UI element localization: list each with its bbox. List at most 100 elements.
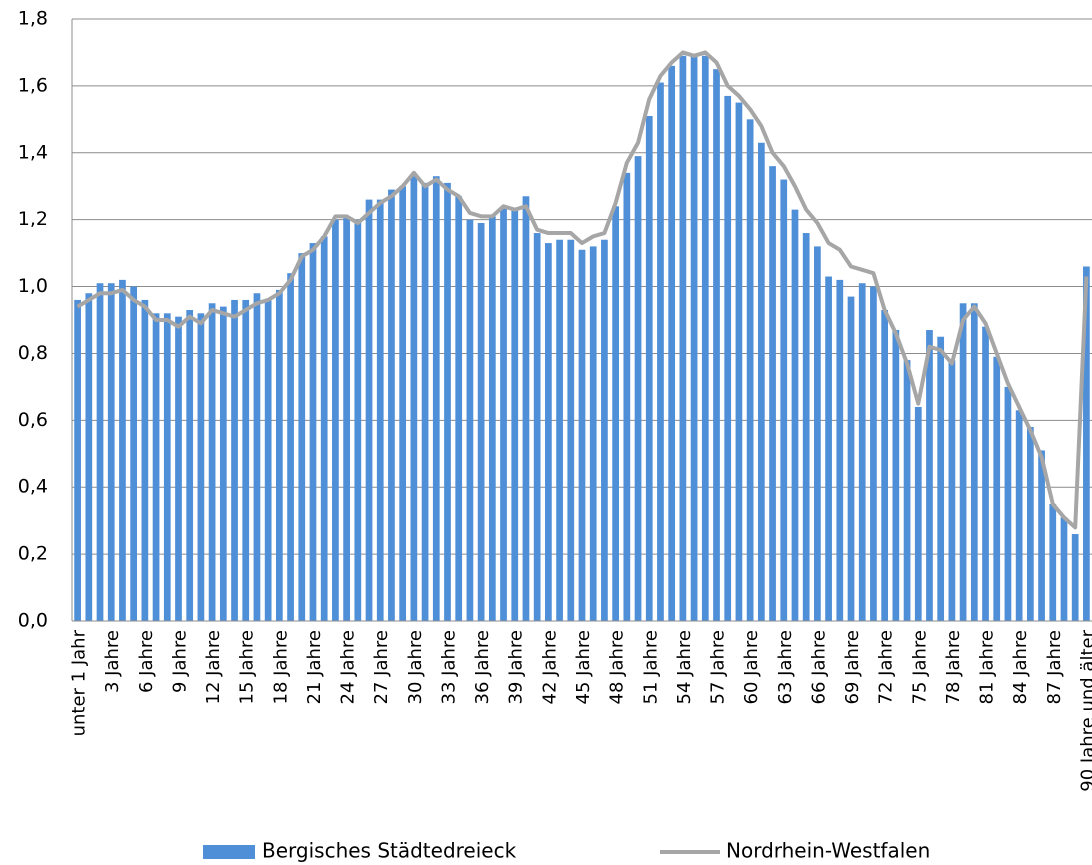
- x-tick-label: 57 Jahre: [708, 630, 729, 704]
- bar: [309, 243, 317, 622]
- bar: [186, 309, 194, 621]
- bar: [791, 209, 799, 621]
- x-tick-label: 30 Jahre: [405, 630, 426, 704]
- bar: [847, 296, 855, 621]
- bar: [298, 253, 306, 621]
- bar: [1026, 427, 1034, 621]
- x-tick-label: 39 Jahre: [506, 630, 527, 704]
- bar: [780, 179, 788, 622]
- bar: [85, 293, 93, 621]
- y-tick-label: 1,4: [18, 141, 48, 163]
- bar: [197, 313, 205, 621]
- bar: [870, 286, 877, 621]
- bar: [601, 239, 608, 621]
- line: [76, 50, 1089, 530]
- x-tick-label: 27 Jahre: [371, 630, 392, 704]
- bar: [96, 283, 104, 621]
- bar: [1049, 503, 1057, 621]
- bar: [477, 223, 485, 621]
- x-tick-label: 33 Jahre: [438, 630, 459, 704]
- bar: [948, 360, 956, 621]
- bar: [836, 279, 844, 621]
- bar: [455, 196, 463, 621]
- bar: [545, 243, 552, 622]
- y-tick-label: 1,0: [18, 275, 48, 297]
- bar: [858, 283, 866, 621]
- bar: [713, 69, 720, 621]
- bar: [488, 216, 496, 622]
- x-tick-label: unter 1 Jahr: [69, 629, 90, 736]
- bar: [1004, 386, 1012, 621]
- x-tick-label: 51 Jahre: [640, 630, 661, 704]
- x-tick-label: 90 Jahre und älter: [1077, 629, 1092, 791]
- x-tick-label: 36 Jahre: [472, 630, 493, 704]
- bar: [679, 55, 687, 622]
- bar: [668, 65, 676, 622]
- bar: [253, 293, 261, 621]
- bar: [320, 236, 328, 621]
- bar: [74, 299, 81, 621]
- legend-label: Nordrhein-Westfalen: [726, 839, 930, 863]
- x-tick-label: 75 Jahre: [909, 630, 930, 704]
- bar: [1083, 266, 1090, 621]
- bar: [219, 306, 227, 621]
- bar: [690, 55, 698, 622]
- bar: [175, 316, 182, 621]
- bar: [881, 309, 888, 621]
- bar: [141, 299, 149, 621]
- bar: [825, 276, 832, 621]
- y-tick-label: 0,8: [18, 342, 48, 364]
- bar: [589, 246, 597, 621]
- legend-label: Bergisches Städtedreieck: [262, 839, 517, 863]
- y-tick-label: 0,4: [18, 476, 48, 498]
- x-tick-label: 66 Jahre: [808, 630, 829, 704]
- bar: [623, 172, 631, 621]
- x-tick-label: 42 Jahre: [539, 630, 560, 704]
- bar: [556, 239, 563, 621]
- y-tick-label: 0,6: [18, 409, 48, 431]
- bar: [926, 330, 933, 621]
- bar: [746, 119, 754, 621]
- bar: [578, 249, 586, 621]
- bar: [533, 233, 541, 622]
- bar: [1038, 450, 1045, 621]
- x-tick-label: 18 Jahre: [270, 630, 291, 704]
- y-tick-label: 1,6: [18, 74, 48, 96]
- bar: [130, 286, 138, 621]
- bar: [567, 239, 575, 621]
- bar: [343, 216, 350, 622]
- bar: [612, 206, 619, 622]
- bar: [500, 206, 507, 622]
- bar: [724, 95, 732, 621]
- bar: [208, 303, 216, 621]
- bar: [701, 55, 709, 622]
- x-tick-label: 6 Jahre: [136, 630, 157, 693]
- bar: [511, 209, 519, 621]
- bar: [399, 186, 407, 621]
- bar: [421, 182, 429, 621]
- bar: [444, 182, 451, 621]
- x-tick-label: 72 Jahre: [876, 630, 897, 704]
- x-tick-label: 54 Jahre: [674, 630, 695, 704]
- bar: [119, 279, 126, 621]
- bar: [152, 313, 160, 621]
- bar: [432, 176, 440, 621]
- bar: [264, 299, 272, 621]
- bar: [735, 102, 743, 622]
- bar: [1060, 517, 1068, 621]
- y-tick-label: 0,0: [18, 610, 48, 632]
- bar: [365, 199, 373, 621]
- x-tick-label: 63 Jahre: [775, 630, 796, 704]
- y-tick-label: 0,2: [18, 543, 48, 565]
- x-tick-label: 3 Jahre: [102, 630, 123, 693]
- bar: [376, 199, 384, 621]
- bar: [903, 360, 911, 621]
- bar: [242, 299, 250, 621]
- x-tick-label: 87 Jahre: [1044, 630, 1065, 704]
- bar: [1071, 534, 1079, 621]
- bar: [163, 313, 171, 621]
- x-tick-label: 21 Jahre: [304, 630, 325, 704]
- bar: [937, 336, 945, 621]
- bar: [332, 219, 339, 621]
